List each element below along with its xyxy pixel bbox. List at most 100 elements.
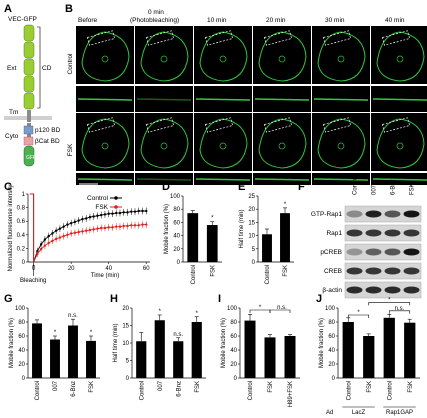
y-tick-label: 20: [248, 207, 255, 213]
category-label: H89+FSK: [288, 381, 294, 407]
y-tick-label: 25: [248, 194, 255, 200]
bracket-label: *: [357, 310, 360, 316]
time-40min: 40 min: [385, 17, 405, 24]
y-tick-label: 100: [325, 306, 336, 312]
data-point: [58, 236, 62, 239]
blot-strip: [344, 224, 422, 242]
data-point: [54, 237, 58, 241]
time-0min: 0 min: [148, 9, 164, 16]
data-point: [84, 217, 88, 220]
junction-signal: [195, 98, 251, 101]
data-point: [47, 234, 50, 238]
data-point: [100, 213, 103, 217]
data-point: [141, 223, 144, 226]
blot-band: [403, 210, 420, 218]
nucleus-outline: [101, 55, 109, 63]
data-point: [122, 211, 125, 214]
micrograph-tile: [253, 113, 311, 171]
micrograph-tile: [135, 113, 193, 171]
bleach-roi: [322, 30, 352, 46]
data-point: [73, 231, 77, 234]
significance-label: *: [54, 330, 57, 336]
bleach-label: Bleaching: [20, 278, 46, 284]
panel-a-letter: A: [4, 3, 12, 15]
panel-a-title: VEC-GFP: [8, 16, 37, 23]
bar: [206, 225, 218, 262]
junction-signal: [313, 98, 369, 101]
data-point: [111, 212, 114, 215]
bar: [342, 322, 354, 378]
bracket: [347, 314, 370, 318]
x-tick-label: 60: [143, 266, 150, 272]
data-point: [81, 217, 84, 221]
data-point: [141, 209, 144, 213]
data-point: [92, 215, 95, 218]
panel-d-letter: D: [162, 181, 170, 193]
y-tick-label: 40: [328, 348, 335, 354]
category-label: Control: [139, 381, 145, 400]
category-label: Control: [387, 381, 393, 400]
data-point: [96, 214, 99, 217]
data-point: [126, 224, 129, 228]
nucleus-outline: [337, 55, 345, 63]
bracket: [368, 302, 411, 306]
blot-band: [403, 286, 420, 294]
blot-band: [403, 229, 420, 237]
nucleus-outline: [278, 55, 286, 63]
nucleus-outline: [219, 142, 227, 150]
category-label: FSK: [89, 381, 95, 393]
chart-h: 0 5 10 15 20 Half time (min) Control * 007 n.s. 6-…: [113, 306, 206, 400]
y-axis-label: Mobile fraction (%): [319, 318, 325, 368]
bar: [136, 341, 147, 378]
panel-f-letter: F: [298, 181, 305, 193]
data-point: [118, 225, 122, 228]
p120-label: p120 BD: [35, 127, 61, 134]
x-tick-label: 20: [68, 266, 75, 272]
y-tick-label: 20: [122, 306, 129, 312]
blot-band: [365, 286, 382, 294]
micrograph-grid: [76, 26, 427, 185]
bar: [50, 339, 60, 378]
data-point: [77, 219, 80, 222]
y-tick-label: 40: [230, 348, 237, 354]
y-tick-label: 60: [328, 334, 335, 340]
panel-e-letter: E: [238, 181, 245, 193]
bleach-roi: [381, 117, 411, 133]
y-tick-label: 60: [173, 220, 180, 226]
data-point: [69, 222, 73, 225]
y-tick-label: 0: [332, 376, 336, 382]
micrograph-tile: [194, 26, 252, 84]
significance-label: n.s.: [173, 332, 183, 338]
junction-signal: [77, 98, 133, 101]
chart-e: 0 5 10 15 20 25 Half time (min) Control * FSK: [239, 194, 294, 284]
y-axis-label: Mobile fraction (%): [9, 318, 15, 368]
micrograph-tile: [371, 113, 427, 171]
blot-band: [384, 267, 401, 275]
junction-signal: [254, 178, 310, 181]
data-point: [81, 230, 84, 233]
panel-b: B Before 0 min (Photobleaching) 10 min 2…: [65, 3, 427, 185]
bar: [68, 325, 78, 378]
y-tick-label: 0: [22, 376, 26, 382]
bar: [86, 340, 96, 378]
data-point: [133, 224, 137, 227]
blot-band: [365, 229, 382, 237]
bar: [173, 341, 184, 378]
category-label: 007: [53, 380, 59, 391]
data-point: [103, 226, 107, 230]
category-label: Control: [346, 381, 352, 400]
ec-domain-5: [23, 92, 35, 110]
bleach-roi: [145, 117, 175, 133]
data-point: [107, 226, 110, 229]
cd-bracket: [37, 26, 41, 109]
panel-i-letter: I: [218, 293, 221, 305]
blot-band: [346, 267, 363, 275]
x-tick-label: 40: [105, 266, 112, 272]
data-point: [145, 223, 148, 226]
significance-label: n.s.: [68, 313, 78, 319]
data-point: [111, 226, 114, 229]
data-point: [115, 211, 118, 215]
